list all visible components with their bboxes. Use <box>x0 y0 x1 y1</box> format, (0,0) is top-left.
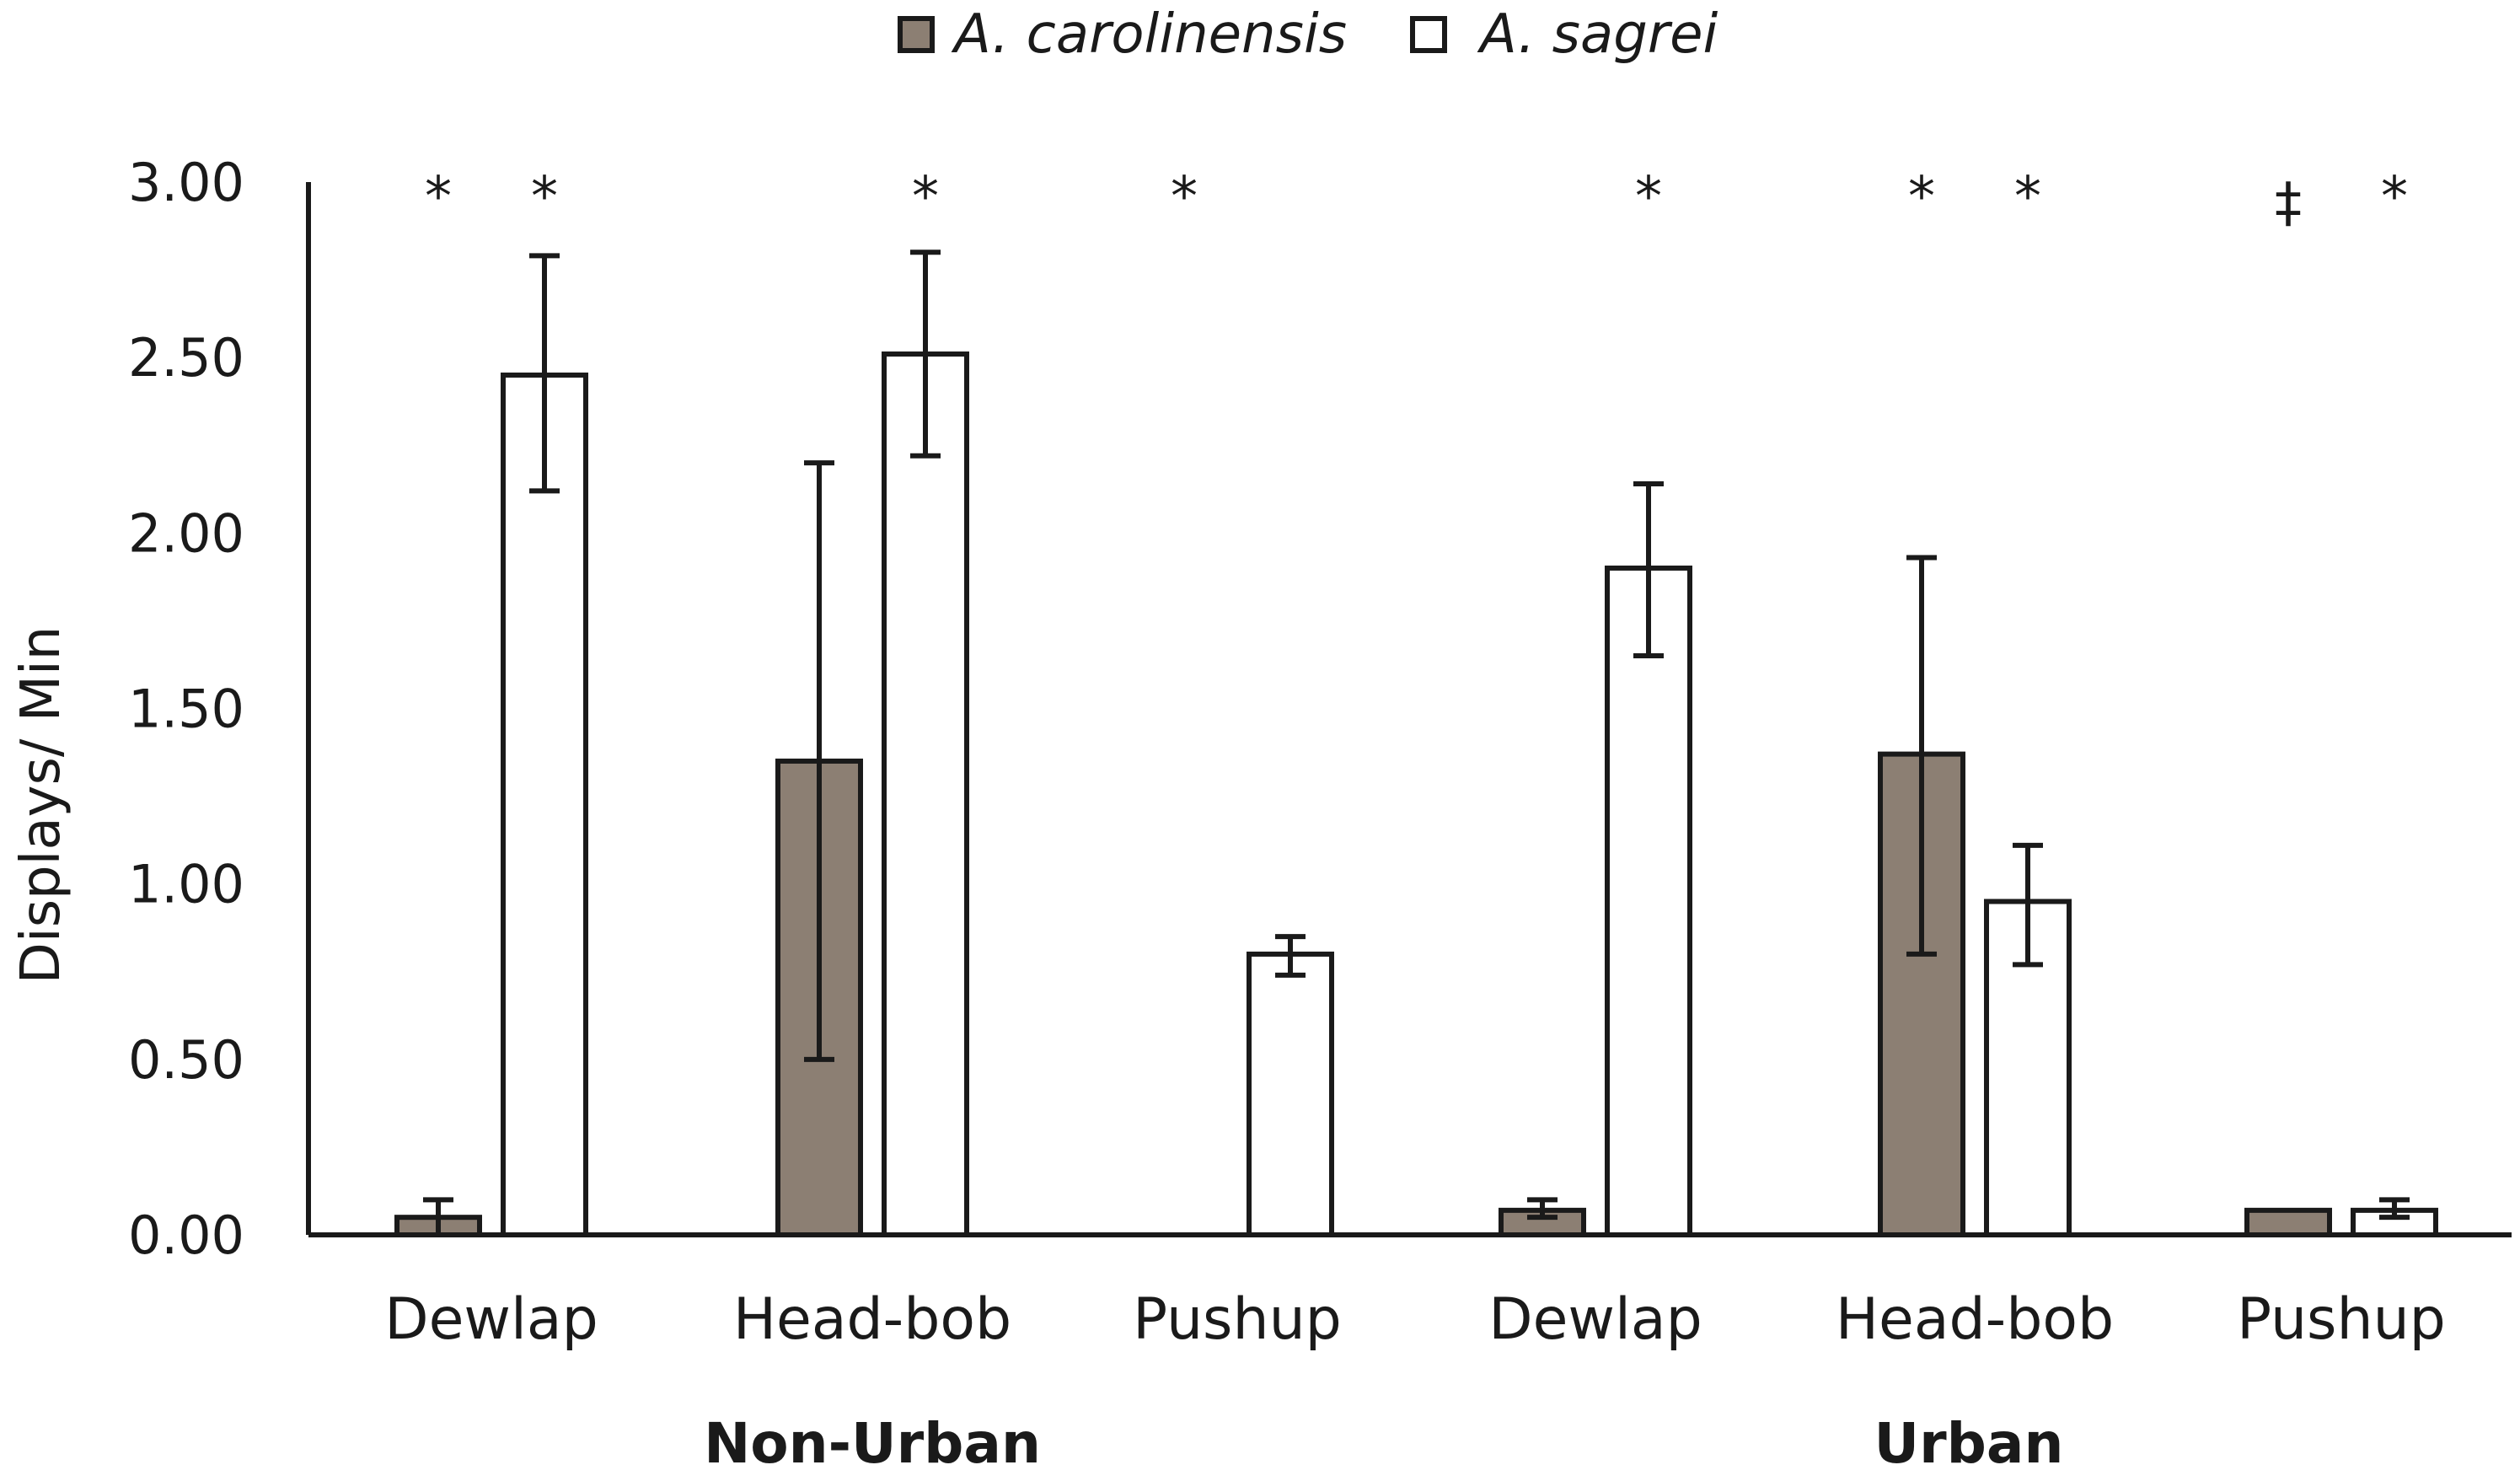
error-bars <box>423 250 2410 1237</box>
x-tick-label: Head-bob <box>733 1286 1011 1353</box>
bar <box>1247 951 1334 1238</box>
error-bar <box>1275 934 1306 978</box>
error-bar <box>423 1197 453 1237</box>
bar <box>882 351 969 1238</box>
error-bar <box>2013 842 2043 968</box>
x-tick-label: Pushup <box>1133 1286 1342 1353</box>
x-tick-label: Dewlap <box>1488 1286 1702 1353</box>
significance-mark: * <box>1908 166 1935 228</box>
error-bar <box>529 253 560 494</box>
y-tick-label: 1.50 <box>128 679 244 740</box>
y-tick-label: 0.50 <box>128 1029 244 1091</box>
y-tick-label: 1.00 <box>128 854 244 915</box>
error-bar <box>910 250 941 459</box>
x-tick-label: Head-bob <box>1836 1286 2114 1353</box>
error-bar <box>804 460 834 1062</box>
significance-mark: * <box>2014 166 2041 228</box>
significance-mark: * <box>1171 166 1198 228</box>
bar <box>501 372 588 1237</box>
bars <box>394 351 2438 1238</box>
legend: A. carolinensis A. sagrei <box>898 3 1718 66</box>
x-tick-label: Dewlap <box>384 1286 598 1353</box>
significance-mark: * <box>1635 166 1662 228</box>
error-bar <box>1633 481 1664 659</box>
legend-label-1: A. carolinensis <box>951 3 1347 66</box>
significance-mark: * <box>912 166 939 228</box>
significance-mark: * <box>425 166 452 228</box>
error-bar <box>1527 1197 1558 1221</box>
group-label: Non-Urban <box>704 1411 1041 1476</box>
significance-mark: * <box>2381 166 2408 228</box>
significance-mark: ‡ <box>2275 172 2302 234</box>
bar <box>1605 565 1692 1237</box>
legend-label-2: A. sagrei <box>1477 3 1718 66</box>
x-tick-label: Pushup <box>2237 1286 2446 1353</box>
group-label: Urban <box>1874 1411 2064 1476</box>
y-tick-label: 0.00 <box>128 1205 244 1266</box>
y-tick-label: 2.50 <box>128 327 244 389</box>
x-axis: Dewlap Head-bob Pushup Dewlap Head-bob Pushup… <box>308 1232 2512 1476</box>
y-axis: 0.00 0.50 1.00 1.50 2.00 2.50 3.00 <box>128 152 311 1266</box>
error-bar <box>1906 555 1937 957</box>
legend-swatch-1 <box>898 16 935 53</box>
significance-mark: * <box>531 166 558 228</box>
significance-marks: * * * ‡ * * * * * <box>425 166 2408 234</box>
error-bar <box>2379 1197 2410 1221</box>
y-axis-title: Displays/ Min <box>10 626 72 985</box>
bar <box>2244 1207 2332 1238</box>
legend-swatch-2 <box>1410 16 1447 53</box>
y-tick-label: 2.00 <box>128 502 244 564</box>
y-tick-label: 3.00 <box>128 152 244 213</box>
